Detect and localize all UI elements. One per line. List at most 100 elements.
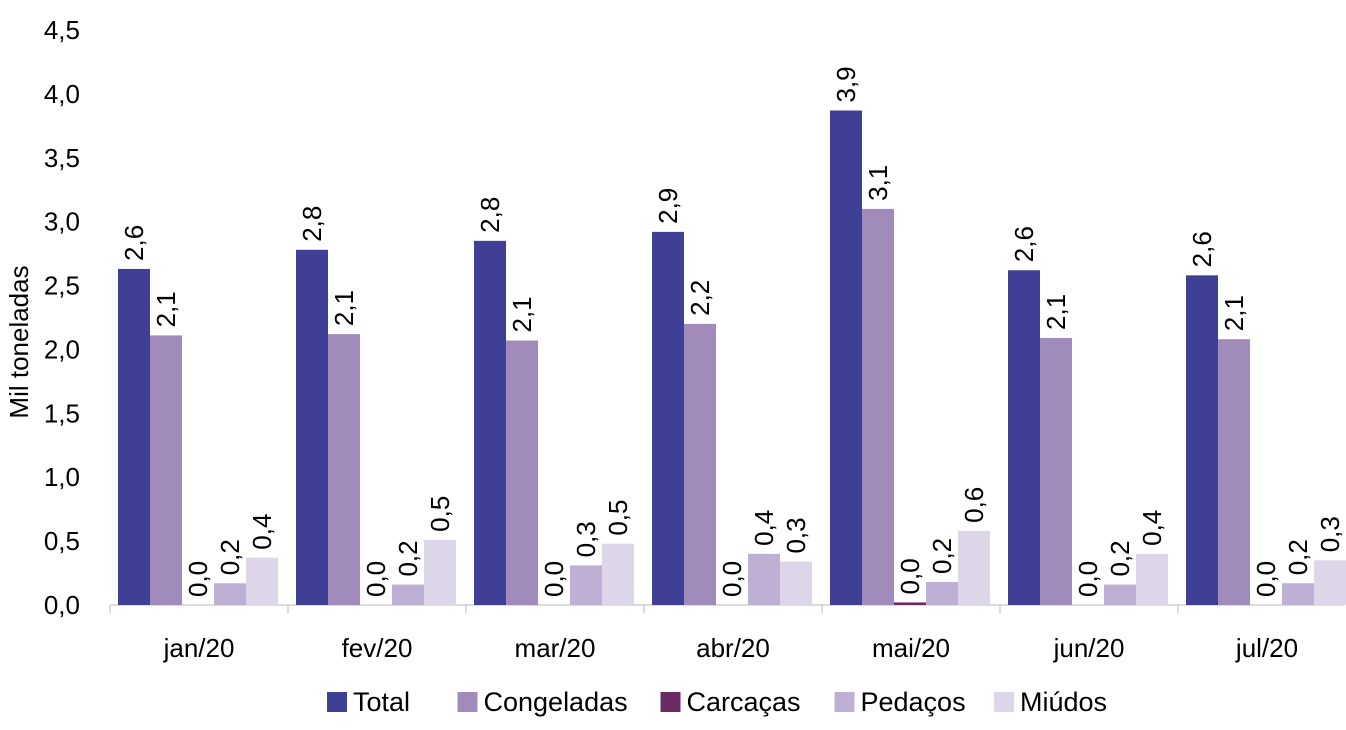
bar-mi-dos-1 — [424, 539, 456, 605]
bar-peda-os-0 — [214, 583, 246, 605]
data-label: 0,2 — [1283, 539, 1313, 575]
legend-label: Congeladas — [484, 687, 628, 717]
bar-congeladas-4 — [862, 208, 894, 605]
bar-total-2 — [474, 240, 506, 606]
bar-peda-os-6 — [1282, 583, 1314, 605]
bar-congeladas-5 — [1040, 337, 1072, 605]
bar-total-5 — [1008, 270, 1040, 605]
legend-swatch — [994, 692, 1014, 712]
x-tick-label: abr/20 — [696, 633, 770, 663]
legend-label: Carcaças — [687, 687, 801, 717]
x-tick-label: mai/20 — [872, 633, 950, 663]
y-tick-label: 1,0 — [44, 462, 80, 492]
data-labels: 2,62,10,00,20,42,82,10,00,20,52,82,10,00… — [119, 66, 1345, 597]
legend-swatch — [327, 692, 347, 712]
y-axis-title: Mil toneladas — [4, 265, 34, 418]
bar-peda-os-1 — [392, 584, 424, 605]
bar-mi-dos-4 — [958, 530, 990, 605]
y-tick-label: 4,5 — [44, 15, 80, 45]
data-label: 0,0 — [1251, 561, 1281, 597]
y-tick-label: 1,5 — [44, 398, 80, 428]
bar-congeladas-3 — [684, 323, 716, 605]
data-label: 0,6 — [959, 487, 989, 523]
legend-label: Miúdos — [1020, 687, 1107, 717]
data-label: 0,0 — [717, 561, 747, 597]
bar-congeladas-2 — [506, 340, 538, 605]
data-label: 2,1 — [1219, 295, 1249, 331]
bar-congeladas-0 — [150, 335, 182, 605]
data-label: 0,3 — [1315, 516, 1345, 552]
legend: Total Congeladas Carcaças Pedaços Miúdos — [327, 687, 1107, 717]
bar-peda-os-4 — [926, 582, 958, 605]
bar-mi-dos-6 — [1314, 560, 1346, 605]
y-axis-ticks: 0,0 0,5 1,0 1,5 2,0 2,5 3,0 3,5 4,0 4,5 — [44, 15, 80, 620]
data-label: 2,1 — [151, 291, 181, 327]
x-tick-label: mar/20 — [515, 633, 596, 663]
bar-total-1 — [296, 249, 328, 605]
data-label: 2,1 — [507, 296, 537, 332]
data-label: 0,2 — [927, 538, 957, 574]
legend-label: Total — [353, 687, 410, 717]
bar-series — [118, 110, 1346, 606]
y-tick-label: 2,5 — [44, 271, 80, 301]
data-label: 0,0 — [1073, 561, 1103, 597]
data-label: 2,6 — [1009, 226, 1039, 262]
bar-peda-os-2 — [570, 565, 602, 605]
data-label: 0,2 — [215, 539, 245, 575]
data-label: 0,3 — [781, 517, 811, 553]
data-label: 0,5 — [425, 496, 455, 532]
legend-swatch — [457, 692, 478, 712]
bar-total-3 — [652, 231, 684, 605]
x-axis-ticks: jan/20 fev/20 mar/20 abr/20 mai/20 jun/20 jul/… — [163, 633, 1299, 663]
data-label: 2,8 — [475, 197, 505, 233]
bar-mi-dos-5 — [1136, 553, 1168, 605]
data-label: 2,1 — [1041, 294, 1071, 330]
y-tick-label: 3,5 — [44, 143, 80, 173]
bar-mi-dos-3 — [780, 561, 812, 605]
x-tick-label: fev/20 — [342, 633, 413, 663]
data-label: 2,9 — [653, 188, 683, 224]
data-label: 0,0 — [895, 558, 925, 594]
y-tick-label: 4,0 — [44, 79, 80, 109]
bar-total-0 — [118, 268, 150, 605]
bar-peda-os-5 — [1104, 584, 1136, 605]
bar-mi-dos-2 — [602, 543, 634, 605]
bar-carca-as-4 — [894, 602, 926, 605]
bar-congeladas-6 — [1218, 339, 1250, 605]
data-label: 0,0 — [183, 561, 213, 597]
data-label: 3,9 — [831, 66, 861, 102]
y-tick-label: 0,5 — [44, 526, 80, 556]
data-label: 0,4 — [247, 514, 277, 550]
y-tick-label: 3,0 — [44, 207, 80, 237]
data-label: 0,4 — [749, 510, 779, 546]
data-label: 2,2 — [685, 280, 715, 316]
data-label: 2,6 — [119, 225, 149, 261]
bar-mi-dos-0 — [246, 557, 278, 605]
bar-congeladas-1 — [328, 334, 360, 605]
data-label: 0,5 — [603, 500, 633, 536]
data-label: 0,0 — [539, 561, 569, 597]
data-label: 2,1 — [329, 290, 359, 326]
data-label: 0,3 — [571, 521, 601, 557]
legend-swatch — [834, 692, 855, 712]
data-label: 2,6 — [1187, 231, 1217, 267]
legend-swatch — [660, 692, 681, 712]
data-label: 0,2 — [1105, 540, 1135, 576]
x-tick-label: jul/20 — [1235, 633, 1298, 663]
bar-peda-os-3 — [748, 553, 780, 605]
data-label: 0,4 — [1137, 510, 1167, 546]
legend-label: Pedaços — [861, 687, 966, 717]
x-tick-label: jun/20 — [1053, 633, 1125, 663]
bar-total-4 — [830, 110, 862, 605]
data-label: 3,1 — [863, 165, 893, 201]
data-label: 2,8 — [297, 206, 327, 242]
y-tick-label: 2,0 — [44, 334, 80, 364]
x-tick-label: jan/20 — [163, 633, 235, 663]
bar-total-6 — [1186, 275, 1218, 605]
data-label: 0,2 — [393, 540, 423, 576]
x-axis — [109, 604, 1344, 613]
y-tick-label: 0,0 — [44, 590, 80, 620]
data-label: 0,0 — [361, 561, 391, 597]
